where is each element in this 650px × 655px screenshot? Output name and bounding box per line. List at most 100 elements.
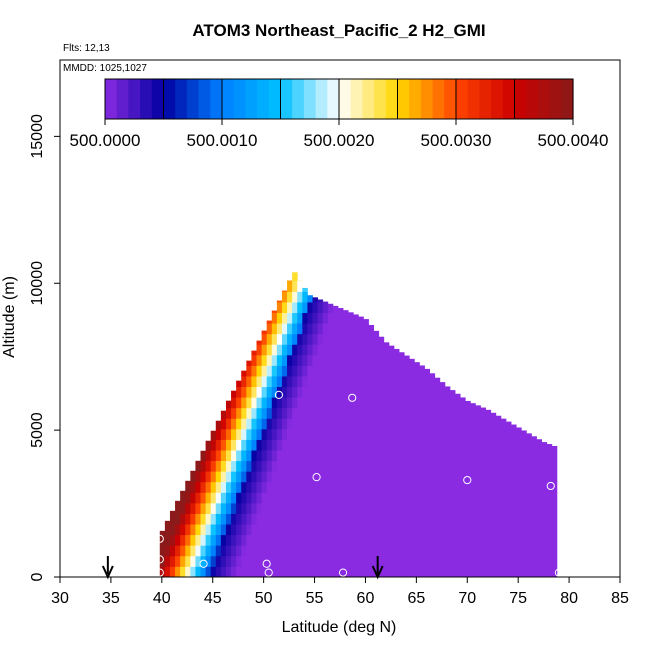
- heatmap-cell: [302, 302, 307, 313]
- heatmap-cell: [328, 344, 333, 355]
- colorbar-cell: [479, 79, 491, 119]
- heatmap-cell: [547, 556, 552, 567]
- heatmap-cell: [481, 524, 486, 535]
- heatmap-cell: [246, 514, 251, 525]
- heatmap-cell: [297, 344, 302, 355]
- heatmap-cell: [363, 397, 368, 408]
- heatmap-cell: [297, 291, 302, 302]
- heatmap-cell: [389, 556, 394, 567]
- heatmap-cell: [430, 524, 435, 535]
- heatmap-cell: [328, 471, 333, 482]
- heatmap-cell: [552, 503, 557, 514]
- heatmap-cell: [552, 556, 557, 567]
- heatmap-cell: [521, 440, 526, 451]
- heatmap-cell: [491, 429, 496, 440]
- heatmap-cell: [297, 450, 302, 461]
- colorbar-cell: [362, 79, 374, 119]
- heatmap-cell: [450, 390, 455, 398]
- colorbar-cell: [468, 79, 480, 119]
- heatmap-cell: [404, 356, 409, 366]
- heatmap-cell: [445, 556, 450, 567]
- heatmap-cell: [216, 440, 221, 451]
- heatmap-cell: [323, 545, 328, 556]
- heatmap-cell: [267, 323, 272, 334]
- heatmap-cell: [323, 535, 328, 546]
- heatmap-cell: [353, 450, 358, 461]
- heatmap-cell: [190, 503, 195, 514]
- heatmap-cell: [486, 566, 491, 577]
- heatmap-cell: [180, 503, 185, 514]
- heatmap-cell: [246, 492, 251, 503]
- heatmap-cell: [537, 524, 542, 535]
- heatmap-cell: [323, 482, 328, 493]
- heatmap-cell: [185, 524, 190, 535]
- heatmap-cell: [491, 471, 496, 482]
- heatmap-cell: [394, 535, 399, 546]
- heatmap-cell: [358, 545, 363, 556]
- heatmap-cell: [170, 535, 175, 546]
- heatmap-cell: [450, 418, 455, 429]
- heatmap-cell: [277, 313, 282, 324]
- heatmap-cell: [236, 450, 241, 461]
- heatmap-cell: [475, 450, 480, 461]
- heatmap-cell: [481, 471, 486, 482]
- heatmap-cell: [526, 503, 531, 514]
- heatmap-cell: [257, 535, 262, 546]
- heatmap-cell: [302, 397, 307, 408]
- heatmap-cell: [328, 514, 333, 525]
- heatmap-cell: [501, 545, 506, 556]
- heatmap-cell: [313, 366, 318, 377]
- heatmap-cell: [353, 566, 358, 577]
- heatmap-cell: [384, 397, 389, 408]
- plot-area: [103, 272, 569, 577]
- heatmap-cell: [470, 566, 475, 577]
- heatmap-cell: [302, 366, 307, 377]
- heatmap-cell: [292, 281, 297, 292]
- colorbar-tick-label: 500.0030: [421, 131, 492, 150]
- heatmap-cell: [547, 566, 552, 577]
- heatmap-cell: [486, 471, 491, 482]
- heatmap-cell: [246, 503, 251, 514]
- heatmap-cell: [409, 556, 414, 567]
- heatmap-cell: [267, 418, 272, 429]
- heatmap-cell: [542, 545, 547, 556]
- heatmap-cell: [369, 355, 374, 366]
- heatmap-cell: [323, 440, 328, 451]
- heatmap-cell: [343, 397, 348, 408]
- heatmap-cell: [262, 344, 267, 355]
- heatmap-cell: [297, 545, 302, 556]
- heatmap-cell: [430, 397, 435, 408]
- heatmap-cell: [318, 355, 323, 366]
- heatmap-cell: [374, 355, 379, 366]
- heatmap-cell: [491, 524, 496, 535]
- heatmap-cell: [414, 514, 419, 525]
- heatmap-cell: [211, 482, 216, 493]
- heatmap-cell: [307, 535, 312, 546]
- x-tick-label: 35: [102, 590, 120, 607]
- heatmap-cell: [302, 387, 307, 398]
- heatmap-cell: [343, 408, 348, 419]
- heatmap-cell: [460, 524, 465, 535]
- heatmap-cell: [297, 429, 302, 440]
- heatmap-cell: [404, 461, 409, 472]
- heatmap-cell: [440, 566, 445, 577]
- heatmap-cell: [414, 366, 419, 377]
- heatmap-cell: [328, 545, 333, 556]
- heatmap-cell: [318, 429, 323, 440]
- heatmap-cell: [251, 387, 256, 398]
- heatmap-cell: [282, 524, 287, 535]
- heatmap-cell: [236, 492, 241, 503]
- heatmap-cell: [460, 566, 465, 577]
- heatmap-cell: [450, 492, 455, 503]
- heatmap-cell: [363, 334, 368, 345]
- heatmap-cell: [333, 450, 338, 461]
- heatmap-cell: [211, 440, 216, 451]
- heatmap-cell: [460, 535, 465, 546]
- heatmap-cell: [257, 471, 262, 482]
- heatmap-cell: [430, 471, 435, 482]
- heatmap-cell: [481, 418, 486, 429]
- heatmap-cell: [475, 440, 480, 451]
- heatmap-cell: [460, 471, 465, 482]
- heatmap-cell: [363, 524, 368, 535]
- heatmap-cell: [481, 492, 486, 503]
